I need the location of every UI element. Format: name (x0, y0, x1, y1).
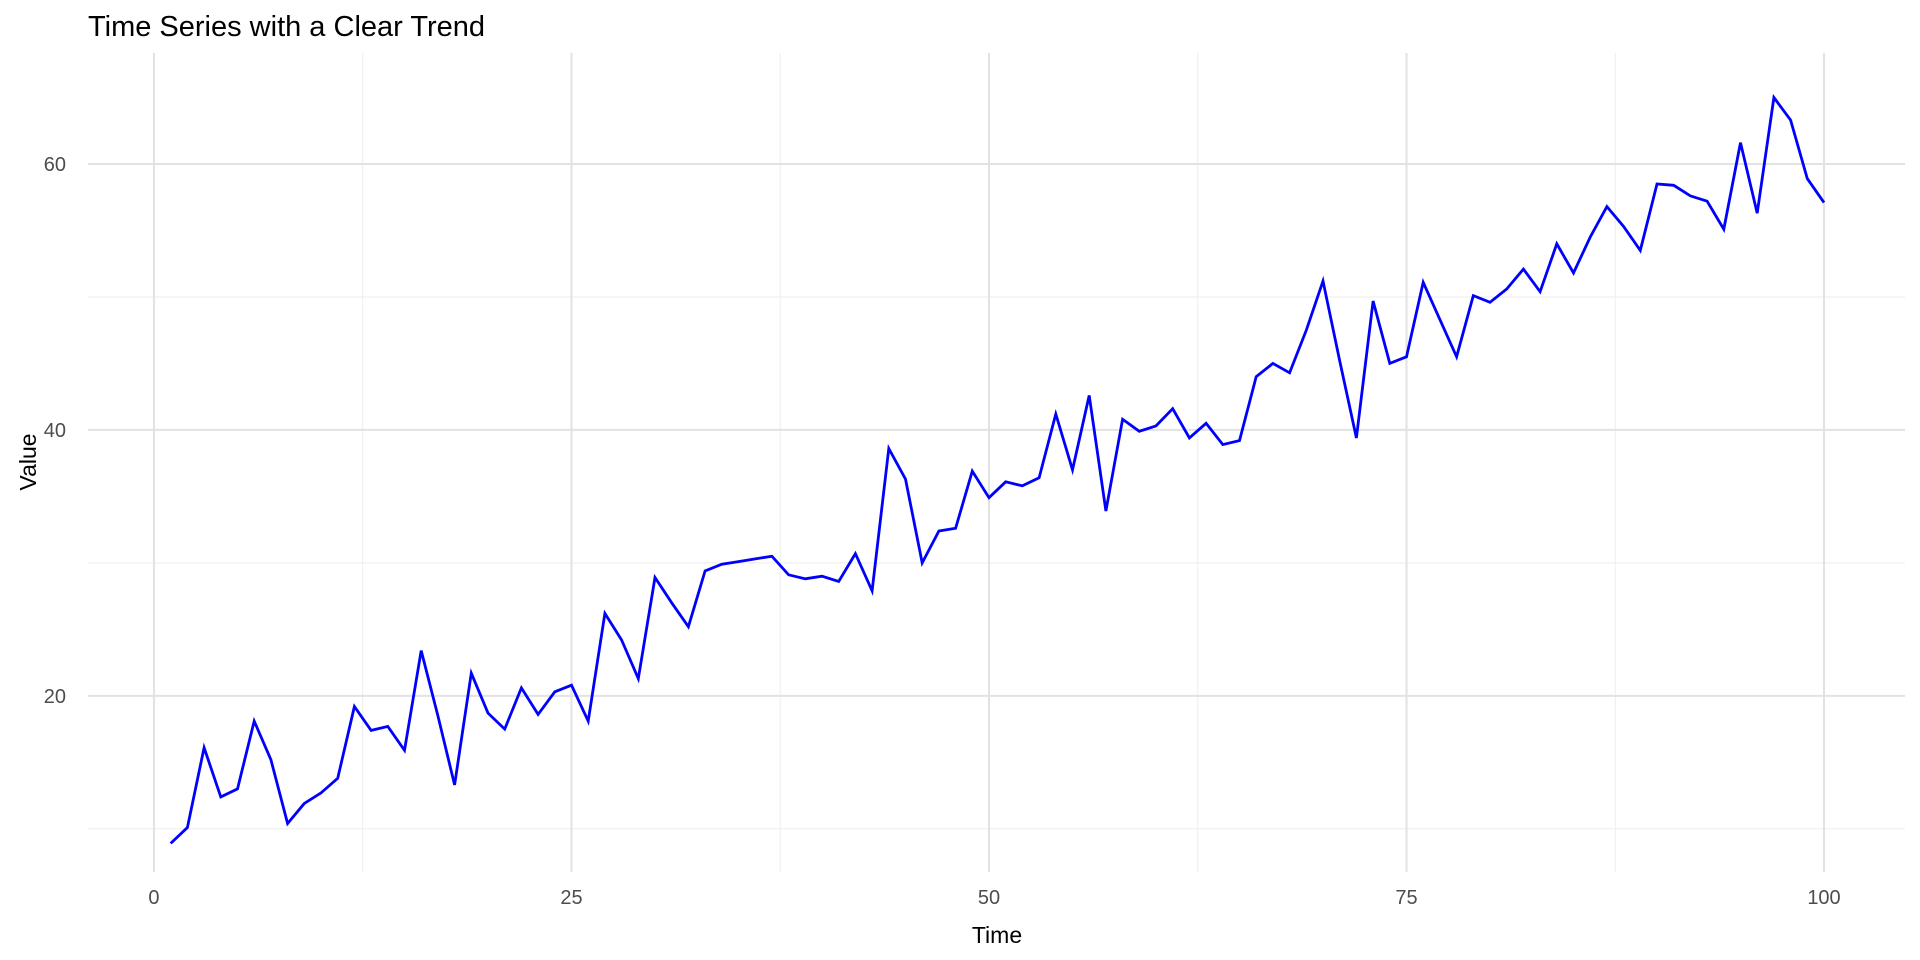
chart-title: Time Series with a Clear Trend (88, 11, 485, 43)
x-tick-label: 25 (560, 887, 582, 909)
major-gridlines (88, 53, 1905, 872)
trend-line (169, 93, 1826, 845)
y-tick-label: 20 (44, 686, 66, 708)
y-tick-label: 40 (44, 420, 66, 442)
x-tick-label: 50 (978, 887, 1000, 909)
minor-gridlines (88, 53, 1905, 872)
y-tick-label: 60 (44, 154, 66, 176)
x-tick-label: 0 (148, 887, 159, 909)
y-axis-title: Value (15, 433, 41, 490)
x-axis-tick-labels: 0 25 50 75 100 (148, 887, 1840, 909)
x-axis-title: Time (972, 922, 1022, 948)
x-tick-label: 75 (1395, 887, 1417, 909)
y-axis-tick-labels: 20 40 60 (44, 154, 66, 708)
x-tick-label: 100 (1807, 887, 1840, 909)
